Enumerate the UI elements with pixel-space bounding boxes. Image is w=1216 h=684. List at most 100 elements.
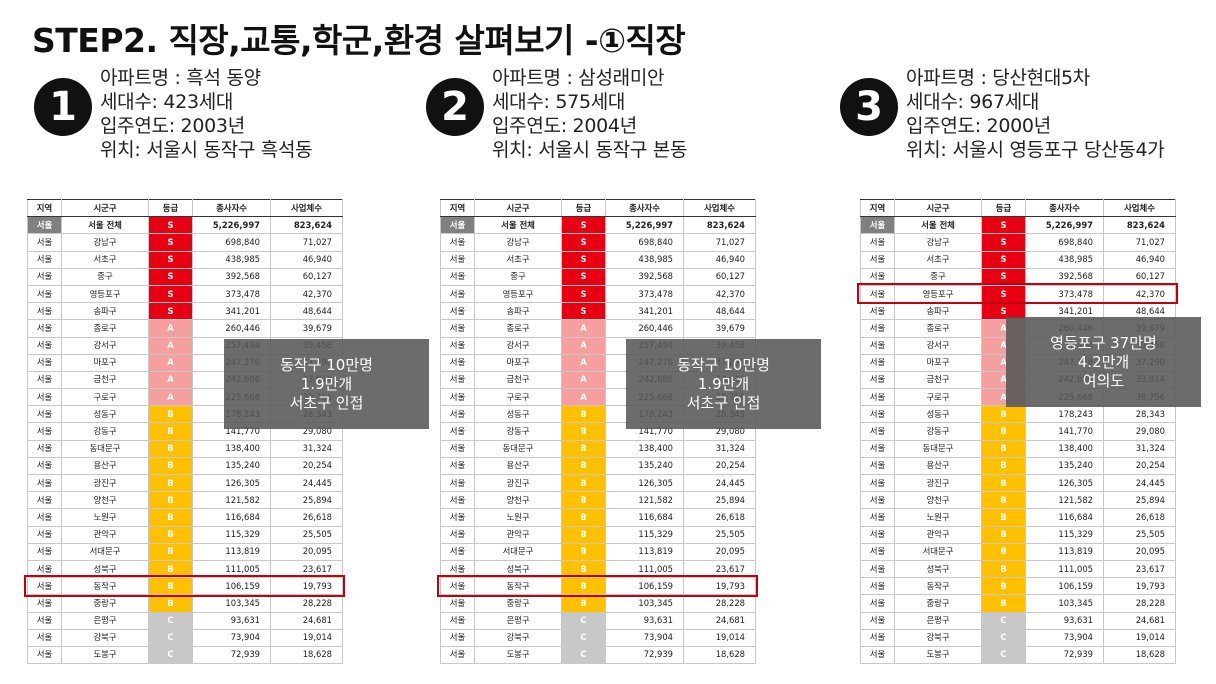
region-cell: 서울: [860, 525, 895, 544]
business-count-cell: 18,628: [683, 645, 756, 665]
business-count-cell: 25,505: [270, 525, 343, 544]
district-cell: 강동구: [61, 422, 149, 441]
employee-count-cell: 73,904: [192, 628, 271, 647]
grade-badge: S: [561, 284, 606, 304]
business-count-cell: 18,628: [1103, 645, 1176, 665]
region-cell: 서울: [860, 645, 895, 665]
employee-count-cell: 121,582: [605, 491, 684, 510]
region-cell: 서울: [860, 628, 895, 647]
region-cell: 서울: [860, 611, 895, 630]
grade-badge: A: [148, 388, 193, 407]
employee-count-cell: 111,005: [1025, 559, 1104, 579]
apartment-info-line: 아파트명 : 삼성래미안: [492, 67, 665, 89]
business-count-cell: 31,324: [270, 439, 343, 458]
district-cell: 강동구: [474, 422, 562, 441]
business-count-cell: 46,940: [270, 250, 343, 269]
employee-count-cell: 698,840: [605, 233, 684, 252]
table-row: 서울 관악구 B 115,329 25,505: [440, 525, 756, 544]
table-total-row: 서울 서울 전체 S 5,226,997 823,624: [860, 216, 1176, 235]
region-cell: 서울: [860, 456, 895, 476]
business-count-cell: 26,618: [1103, 508, 1176, 527]
table-row: 서울 강북구 C 73,904 19,014: [27, 628, 343, 647]
district-cell: 영등포구: [474, 284, 562, 304]
grade-badge: S: [981, 216, 1026, 235]
grade-badge: C: [148, 611, 193, 630]
column-header: 종사자수: [605, 198, 684, 218]
employee-count-cell: 135,240: [1025, 456, 1104, 476]
grade-badge: S: [148, 233, 193, 252]
summary-overlay-line: 4.2만개: [1077, 352, 1130, 371]
employee-count-cell: 138,400: [1025, 439, 1104, 458]
region-cell: 서울: [860, 302, 895, 321]
table-row: 서울 도봉구 C 72,939 18,628: [860, 645, 1176, 665]
grade-badge: B: [561, 577, 606, 596]
highlight-box: [437, 575, 758, 597]
employee-count-cell: 126,305: [192, 473, 271, 493]
employee-count-cell: 73,904: [605, 628, 684, 647]
table-row: 서울 강남구 S 698,840 71,027: [860, 233, 1176, 252]
apartment-info: 아파트명 : 삼성래미안 세대수: 575세대 입주연도: 2004년 위치: 서울시…: [492, 66, 687, 162]
district-cell: 마포구: [474, 353, 562, 372]
business-count-cell: 20,095: [270, 542, 343, 561]
business-count-cell: 19,014: [1103, 628, 1176, 647]
region-cell: 서울: [27, 594, 62, 613]
district-cell: 양천구: [894, 491, 982, 510]
apartment-info: 아파트명 : 당산현대5차 세대수: 967세대 입주연도: 2000년 위치: 서울…: [906, 66, 1165, 162]
table-row: 서울 노원구 B 116,684 26,618: [27, 508, 343, 527]
grade-badge: C: [148, 628, 193, 647]
grade-badge: B: [981, 542, 1026, 561]
employee-count-cell: 121,582: [192, 491, 271, 510]
grade-badge: S: [148, 302, 193, 321]
table-row: 서울 중구 S 392,568 60,127: [440, 267, 756, 286]
employee-count-cell: 135,240: [192, 456, 271, 476]
region-cell: 서울: [440, 233, 475, 252]
column-header: 지역: [440, 198, 475, 218]
district-cell: 송파구: [61, 302, 149, 321]
grade-badge: S: [561, 216, 606, 235]
business-count-cell: 20,254: [1103, 456, 1176, 476]
region-cell: 서울: [27, 525, 62, 544]
district-cell: 강북구: [61, 628, 149, 647]
column-header: 등급: [981, 198, 1026, 218]
table-row: 서울 동작구 B 106,159 19,793: [860, 577, 1176, 596]
district-cell: 은평구: [894, 611, 982, 630]
district-cell: 관악구: [474, 525, 562, 544]
employee-count-cell: 341,201: [192, 302, 271, 321]
table-row: 서울 서초구 S 438,985 46,940: [27, 250, 343, 269]
grade-badge: S: [561, 233, 606, 252]
district-cell: 강동구: [894, 422, 982, 441]
business-count-cell: 48,644: [683, 302, 756, 321]
grade-badge: S: [148, 267, 193, 286]
business-count-cell: 39,679: [683, 319, 756, 338]
district-cell: 은평구: [474, 611, 562, 630]
district-cell: 노원구: [474, 508, 562, 527]
region-cell: 서울: [440, 491, 475, 510]
grade-badge: S: [148, 250, 193, 269]
region-cell: 서울: [860, 422, 895, 441]
region-cell: 서울: [860, 336, 895, 355]
region-cell: 서울: [27, 508, 62, 527]
employee-count-cell: 5,226,997: [1025, 216, 1104, 235]
apartment-number-badge: 3: [840, 78, 898, 136]
employee-count-cell: 116,684: [1025, 508, 1104, 527]
district-cell: 구로구: [61, 388, 149, 407]
region-cell: 서울: [440, 319, 475, 338]
region-cell: 서울: [27, 370, 62, 390]
business-count-cell: 19,014: [683, 628, 756, 647]
employee-count-cell: 5,226,997: [605, 216, 684, 235]
business-count-cell: 29,080: [1103, 422, 1176, 441]
region-cell: 서울: [440, 594, 475, 613]
business-count-cell: 60,127: [683, 267, 756, 286]
district-cell: 중랑구: [474, 594, 562, 613]
summary-overlay-line: 영등포구 37만명: [1050, 333, 1157, 352]
district-cell: 도봉구: [474, 645, 562, 665]
table-row: 서울 동작구 B 106,159 19,793: [440, 577, 756, 596]
region-cell: 서울: [27, 250, 62, 269]
employee-count-cell: 113,819: [192, 542, 271, 561]
region-cell: 서울: [860, 370, 895, 390]
region-cell: 서울: [440, 250, 475, 269]
district-cell: 동작구: [474, 577, 562, 596]
district-cell: 서울 전체: [61, 216, 149, 235]
table-row: 서울 용산구 B 135,240 20,254: [27, 456, 343, 476]
column-header: 사업체수: [270, 198, 343, 218]
